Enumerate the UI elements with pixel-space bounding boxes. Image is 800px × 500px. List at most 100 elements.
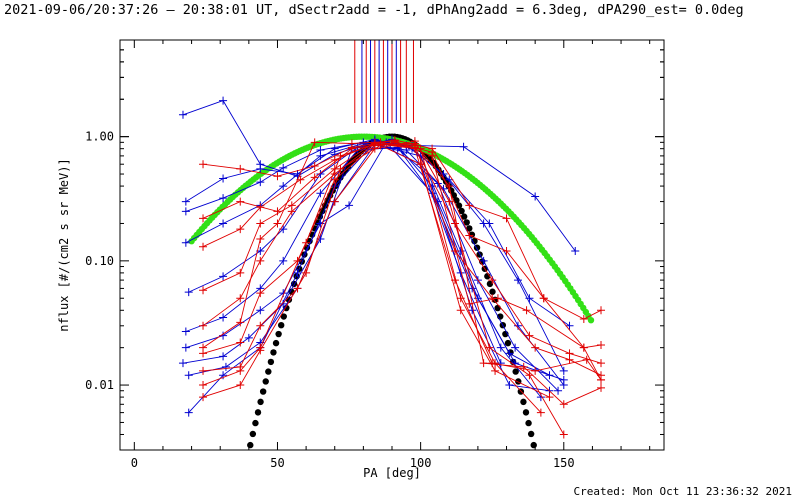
red-series-point — [488, 276, 497, 285]
red-series-point — [522, 306, 531, 315]
red-series-point — [539, 294, 548, 303]
red-series-point — [236, 366, 245, 375]
black-fit-point — [275, 330, 282, 338]
red-series-point — [236, 381, 245, 390]
blue-series-point — [178, 359, 187, 368]
y-tick-label: 0.01 — [85, 378, 114, 392]
red-series-line-14 — [202, 143, 602, 381]
blue-series-point — [221, 362, 230, 371]
green-fit-curve — [188, 133, 595, 324]
blue-series-point — [479, 256, 488, 265]
red-series-point — [273, 172, 282, 181]
red-series-point — [287, 207, 296, 216]
red-series-point — [236, 225, 245, 234]
blue-series-point — [184, 288, 193, 297]
red-series-point — [273, 219, 282, 228]
black-fit-point — [262, 378, 269, 385]
red-series-point — [256, 256, 265, 265]
black-fit-point — [525, 419, 532, 427]
red-series-point — [416, 160, 425, 169]
red-series-point — [376, 141, 385, 150]
red-series-point — [310, 162, 319, 171]
plot-content — [178, 40, 606, 449]
blue-series-point — [219, 352, 228, 361]
red-series-point — [256, 346, 265, 355]
black-fit-point — [257, 398, 264, 406]
red-series-point — [199, 242, 208, 251]
blue-series-point — [219, 194, 228, 203]
blue-series-point — [279, 182, 288, 191]
black-fit-point — [486, 280, 494, 288]
black-fit-point — [520, 398, 527, 406]
red-series-point — [536, 408, 545, 417]
blue-series-point — [219, 313, 228, 322]
red-series-point — [330, 155, 339, 164]
blue-series-point — [256, 164, 265, 173]
red-series-point — [565, 355, 574, 364]
red-series-point — [256, 203, 265, 212]
red-series-point — [199, 286, 208, 295]
red-series-point — [502, 214, 511, 223]
red-series-line-10 — [202, 139, 602, 320]
blue-series-point — [256, 178, 265, 187]
red-series-point — [199, 321, 208, 330]
red-series-point — [519, 362, 528, 371]
red-series-point — [256, 289, 265, 298]
black-fit-point — [463, 219, 470, 226]
black-fit-point — [267, 358, 275, 366]
red-series-point — [428, 151, 437, 160]
red-series-point — [256, 321, 265, 330]
red-series-point — [256, 219, 265, 228]
green-fit-point — [587, 316, 595, 324]
blue-series-point — [479, 219, 488, 228]
blue-series-point — [181, 238, 190, 247]
red-series-point — [525, 371, 534, 380]
black-fit-point — [466, 225, 473, 232]
black-fit-point — [455, 202, 463, 209]
black-fit-point — [458, 207, 465, 215]
red-series-point — [236, 338, 245, 347]
blue-series-point — [279, 163, 288, 172]
blue-series-point — [439, 170, 448, 179]
black-fit-point — [530, 441, 537, 449]
red-series-point — [199, 393, 208, 402]
blue-series-point — [559, 375, 568, 384]
blue-series-point — [219, 96, 228, 105]
blue-series-line-8 — [188, 144, 542, 398]
black-fit-point — [277, 321, 285, 329]
black-fit-point — [270, 349, 277, 356]
red-series-point — [336, 151, 345, 160]
red-series-point — [493, 294, 502, 303]
red-series-line-19 — [202, 144, 550, 398]
blue-series-point — [459, 142, 468, 151]
red-series-point — [559, 400, 568, 409]
red-series-point — [491, 359, 500, 368]
black-fit-point — [254, 409, 262, 416]
chart-title: 2021-09-06/20:37:26 — 20:38:01 UT, dSect… — [4, 2, 744, 18]
black-fit-point — [259, 388, 267, 395]
blue-series-point — [505, 349, 514, 358]
red-series-point — [531, 366, 540, 375]
blue-series-point — [545, 371, 554, 380]
red-series-point — [465, 201, 474, 210]
red-series-point — [597, 383, 606, 392]
red-series-point — [525, 331, 534, 340]
blue-series-point — [256, 306, 265, 315]
blue-series-point — [219, 219, 228, 228]
red-series-point — [456, 306, 465, 315]
black-fit-point — [512, 368, 519, 375]
blue-series-point — [178, 110, 187, 119]
red-series-line-18 — [202, 141, 542, 413]
created-timestamp: Created: Mon Oct 11 23:36:32 2021 — [573, 485, 792, 498]
red-series-point — [502, 247, 511, 256]
red-series-line-17 — [202, 140, 565, 435]
blue-series-point — [184, 408, 193, 417]
blue-series-point — [345, 201, 354, 210]
red-series-point — [236, 164, 245, 173]
red-series-point — [347, 139, 356, 148]
red-series-point — [256, 234, 265, 243]
black-fit-point — [265, 368, 272, 375]
red-series-point — [293, 284, 302, 293]
x-tick-label: 0 — [131, 456, 138, 470]
blue-series-point — [531, 192, 540, 201]
